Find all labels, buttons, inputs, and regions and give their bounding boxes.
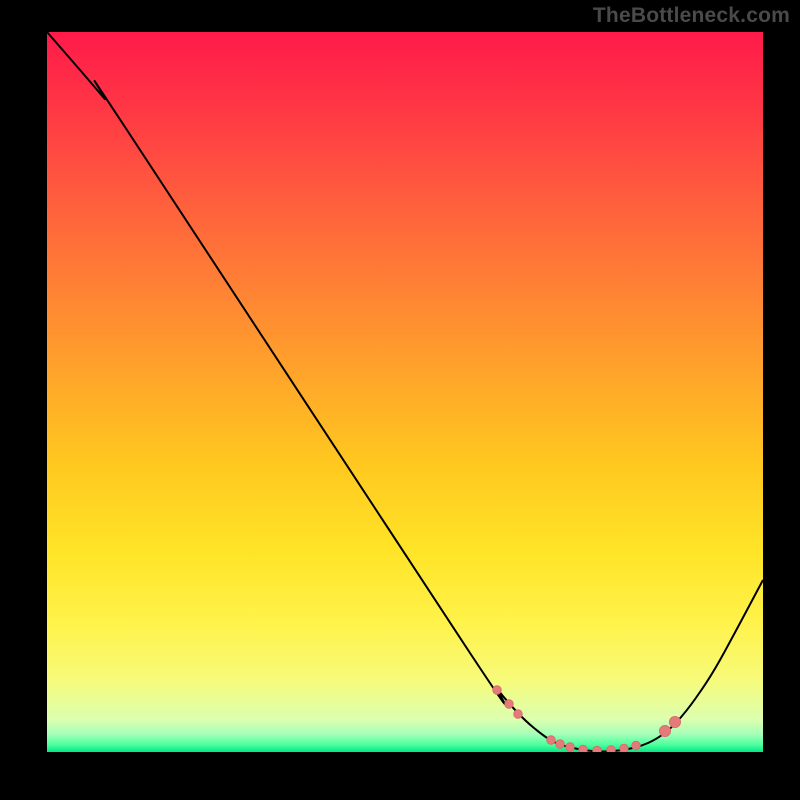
optimal-dot (514, 710, 523, 719)
optimal-dot (632, 741, 641, 750)
plot-background (47, 32, 763, 752)
optimal-dot (556, 740, 565, 749)
optimal-dot (579, 745, 588, 754)
optimal-dot (620, 744, 629, 753)
optimal-dot (505, 700, 514, 709)
optimal-dot (659, 725, 670, 736)
optimal-dot (593, 746, 602, 755)
watermark-text: TheBottleneck.com (593, 4, 790, 28)
optimal-dot (493, 686, 502, 695)
optimal-dot (607, 746, 616, 755)
optimal-dot (566, 743, 575, 752)
optimal-dot (669, 716, 680, 727)
optimal-dot (547, 736, 556, 745)
bottleneck-chart (0, 0, 800, 800)
